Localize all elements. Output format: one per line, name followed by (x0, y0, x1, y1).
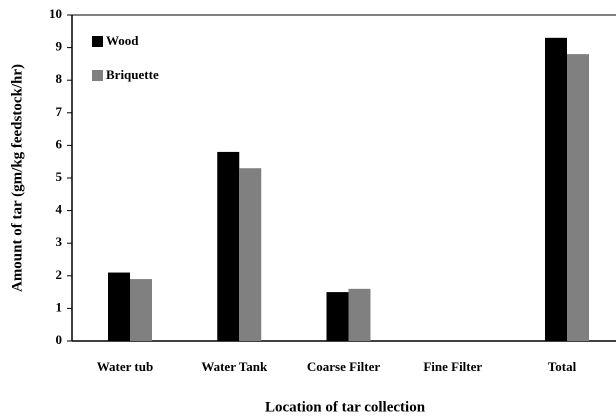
legend-label: Briquette (106, 67, 159, 82)
bar (108, 272, 130, 341)
y-axis-title: Amount of tar (gm/kg feedstock/hr) (9, 64, 25, 292)
x-tick-label: Coarse Filter (307, 359, 381, 374)
bar (217, 151, 240, 341)
y-tick-label: 8 (56, 71, 63, 86)
bar (326, 292, 349, 341)
x-axis-title: Location of tar collection (265, 399, 426, 415)
bar (348, 288, 371, 341)
bar (545, 37, 567, 341)
y-tick-label: 3 (56, 234, 63, 249)
bar (130, 279, 152, 341)
legend-swatch (92, 36, 103, 47)
legend-label: Wood (106, 33, 139, 48)
y-tick-label: 6 (56, 136, 63, 151)
y-tick-label: 1 (56, 299, 63, 314)
y-tick-label: 2 (56, 267, 63, 282)
y-tick-label: 0 (56, 332, 63, 347)
x-tick-label: Total (548, 359, 577, 374)
y-tick-label: 7 (56, 104, 63, 119)
bar (567, 54, 589, 342)
y-tick-label: 4 (56, 202, 63, 217)
x-tick-label: Water tub (97, 359, 153, 374)
y-tick-label: 5 (56, 169, 63, 184)
legend-swatch (92, 70, 103, 81)
y-tick-label: 10 (49, 6, 62, 21)
x-tick-label: Fine Filter (423, 359, 482, 374)
bar (239, 168, 262, 341)
x-tick-label: Water Tank (201, 359, 268, 374)
y-tick-label: 9 (56, 39, 63, 54)
